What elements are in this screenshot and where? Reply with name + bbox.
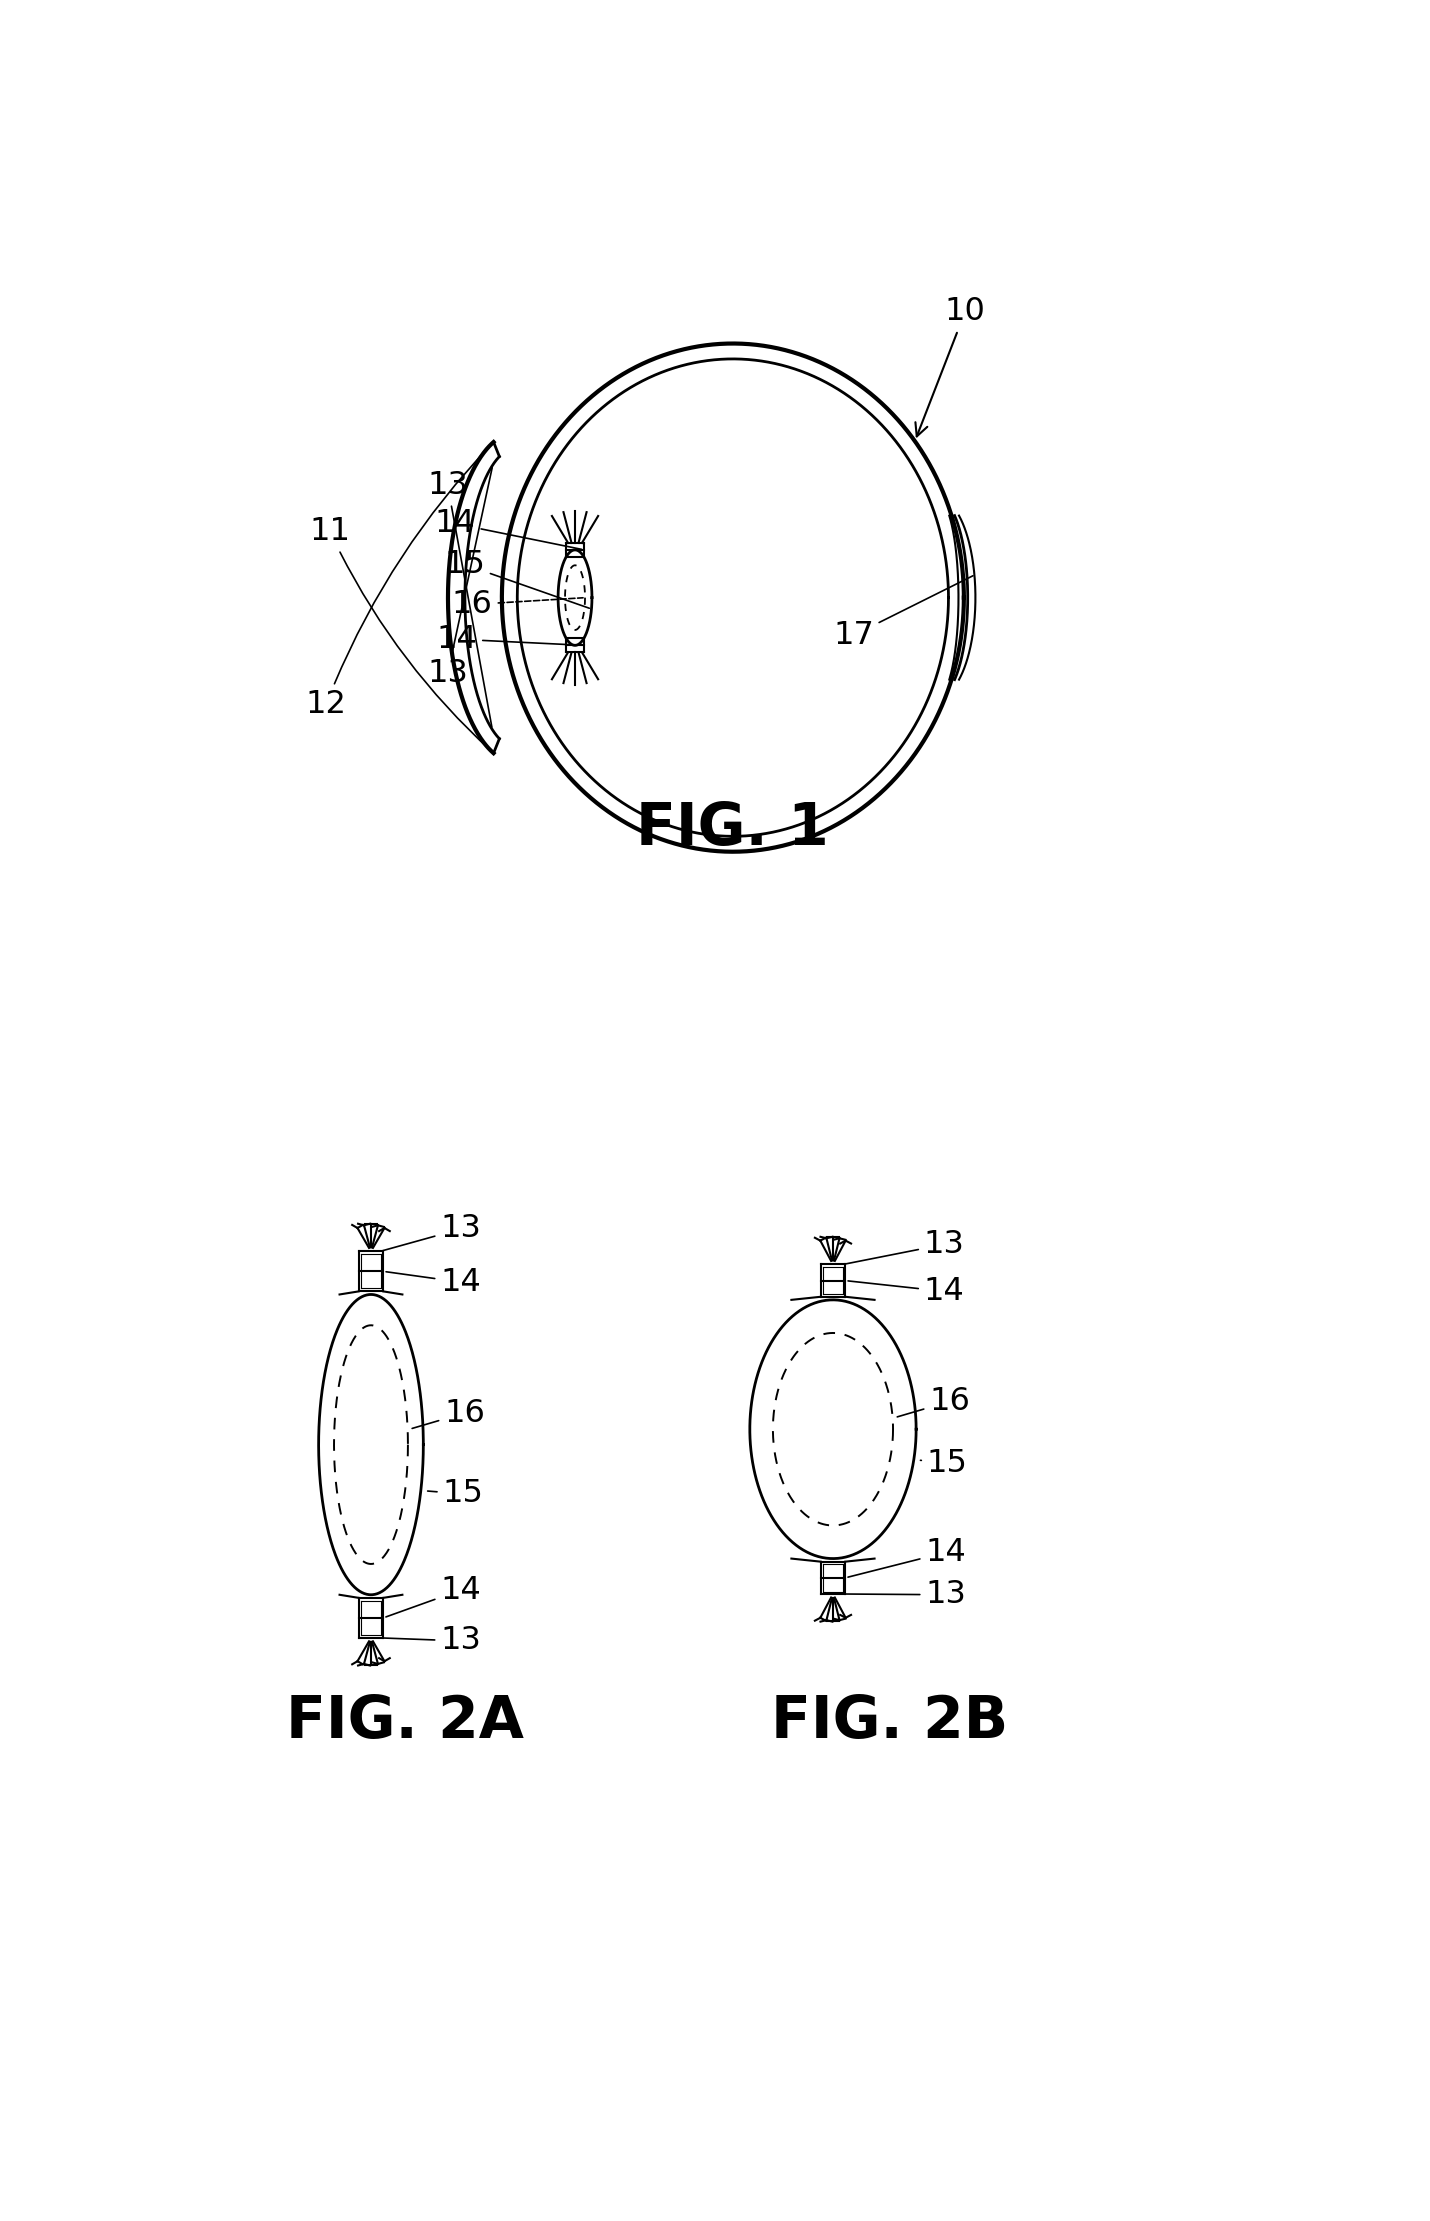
Text: 14: 14 [435,509,582,549]
Text: 13: 13 [428,469,492,689]
Text: 13: 13 [845,1228,965,1264]
Text: FIG. 1: FIG. 1 [636,800,829,857]
Text: 13: 13 [383,1626,480,1657]
Text: FIG. 2B: FIG. 2B [771,1692,1008,1750]
Text: 16: 16 [412,1397,485,1428]
Text: 15: 15 [445,549,589,609]
Text: 14: 14 [848,1537,967,1577]
Text: 11: 11 [309,515,492,751]
Text: 13: 13 [845,1579,967,1610]
Text: 15: 15 [428,1479,483,1510]
Text: 10: 10 [915,295,985,435]
Text: 13: 13 [383,1213,480,1250]
Text: FIG. 2A: FIG. 2A [286,1692,525,1750]
Text: 14: 14 [436,624,582,655]
Text: 14: 14 [386,1266,480,1297]
Text: 14: 14 [848,1275,965,1306]
Text: 14: 14 [386,1575,480,1617]
Text: 16: 16 [452,589,583,620]
Text: 16: 16 [897,1386,970,1417]
Text: 15: 15 [921,1448,968,1479]
Text: 12: 12 [306,444,492,720]
Text: 13: 13 [428,469,492,726]
Text: 17: 17 [832,575,972,651]
